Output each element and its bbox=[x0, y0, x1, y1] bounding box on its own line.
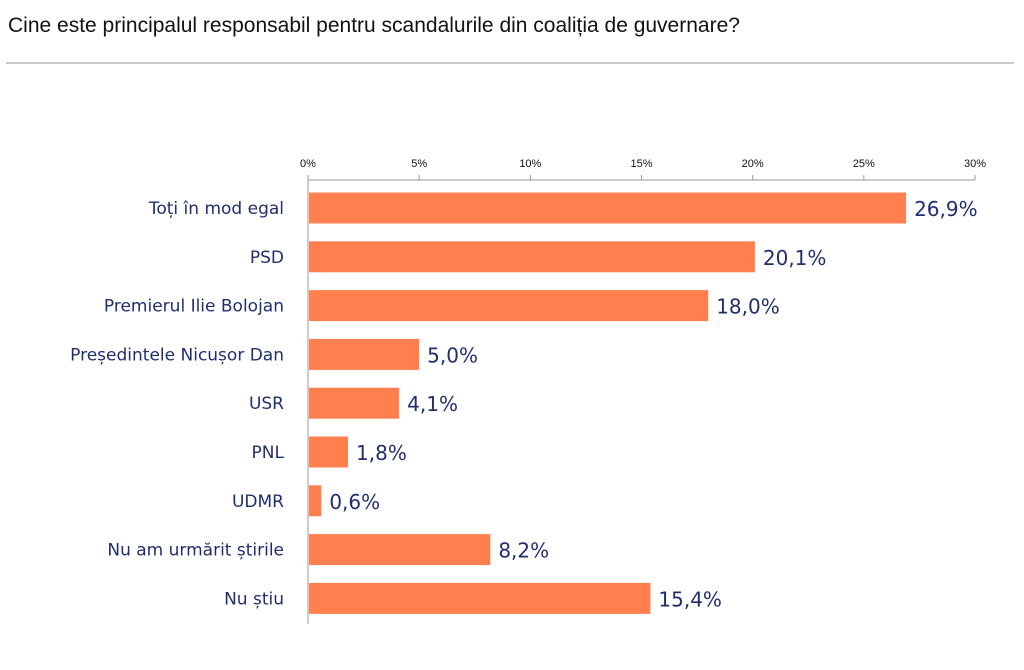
category-label: Premierul Ilie Bolojan bbox=[104, 297, 284, 317]
data-label: 4,1% bbox=[407, 392, 458, 416]
title-divider bbox=[6, 62, 1014, 64]
x-tick-label: 20% bbox=[742, 158, 764, 170]
category-label: PSD bbox=[250, 248, 284, 268]
category-label: Toți în mod egal bbox=[148, 199, 284, 219]
category-label: UDMR bbox=[232, 492, 284, 512]
x-tick-label: 30% bbox=[964, 158, 986, 170]
bar bbox=[309, 436, 349, 468]
bar bbox=[309, 582, 651, 614]
category-label: Nu știu bbox=[224, 589, 284, 609]
bars bbox=[309, 192, 907, 614]
category-label: Nu am urmărit știrile bbox=[107, 541, 284, 561]
x-tick-label: 0% bbox=[300, 158, 316, 170]
bar bbox=[309, 338, 420, 370]
bar bbox=[309, 192, 907, 224]
data-label: 18,0% bbox=[716, 295, 780, 319]
bar bbox=[309, 387, 400, 419]
page-title: Cine este principalul responsabil pentru… bbox=[8, 14, 740, 37]
x-tick-label: 15% bbox=[630, 158, 652, 170]
bar bbox=[309, 485, 322, 517]
data-label: 1,8% bbox=[356, 441, 407, 465]
data-label: 8,2% bbox=[498, 539, 549, 563]
x-tick-label: 25% bbox=[853, 158, 875, 170]
data-label: 20,1% bbox=[763, 246, 827, 270]
category-label: USR bbox=[249, 394, 284, 414]
value-labels: 26,9% 20,1% 18,0% 5,0% 4,1% 1,8% 0,6% 8,2% 15,4% bbox=[329, 197, 977, 611]
bar bbox=[309, 290, 709, 322]
bar bbox=[309, 241, 755, 273]
category-label: PNL bbox=[252, 443, 285, 463]
x-tick-label: 10% bbox=[519, 158, 541, 170]
category-labels: Toți în mod egal PSD Premierul Ilie Boloja… bbox=[70, 199, 284, 609]
x-axis: 0% 5% 10% 15% 20% 25% 30% bbox=[300, 158, 986, 624]
category-label: Președintele Nicușor Dan bbox=[70, 345, 284, 365]
data-label: 0,6% bbox=[329, 490, 380, 514]
data-label: 5,0% bbox=[427, 343, 478, 367]
bar bbox=[309, 534, 491, 566]
data-label: 15,4% bbox=[658, 587, 722, 611]
x-tick-label: 5% bbox=[411, 158, 427, 170]
data-label: 26,9% bbox=[914, 197, 978, 221]
